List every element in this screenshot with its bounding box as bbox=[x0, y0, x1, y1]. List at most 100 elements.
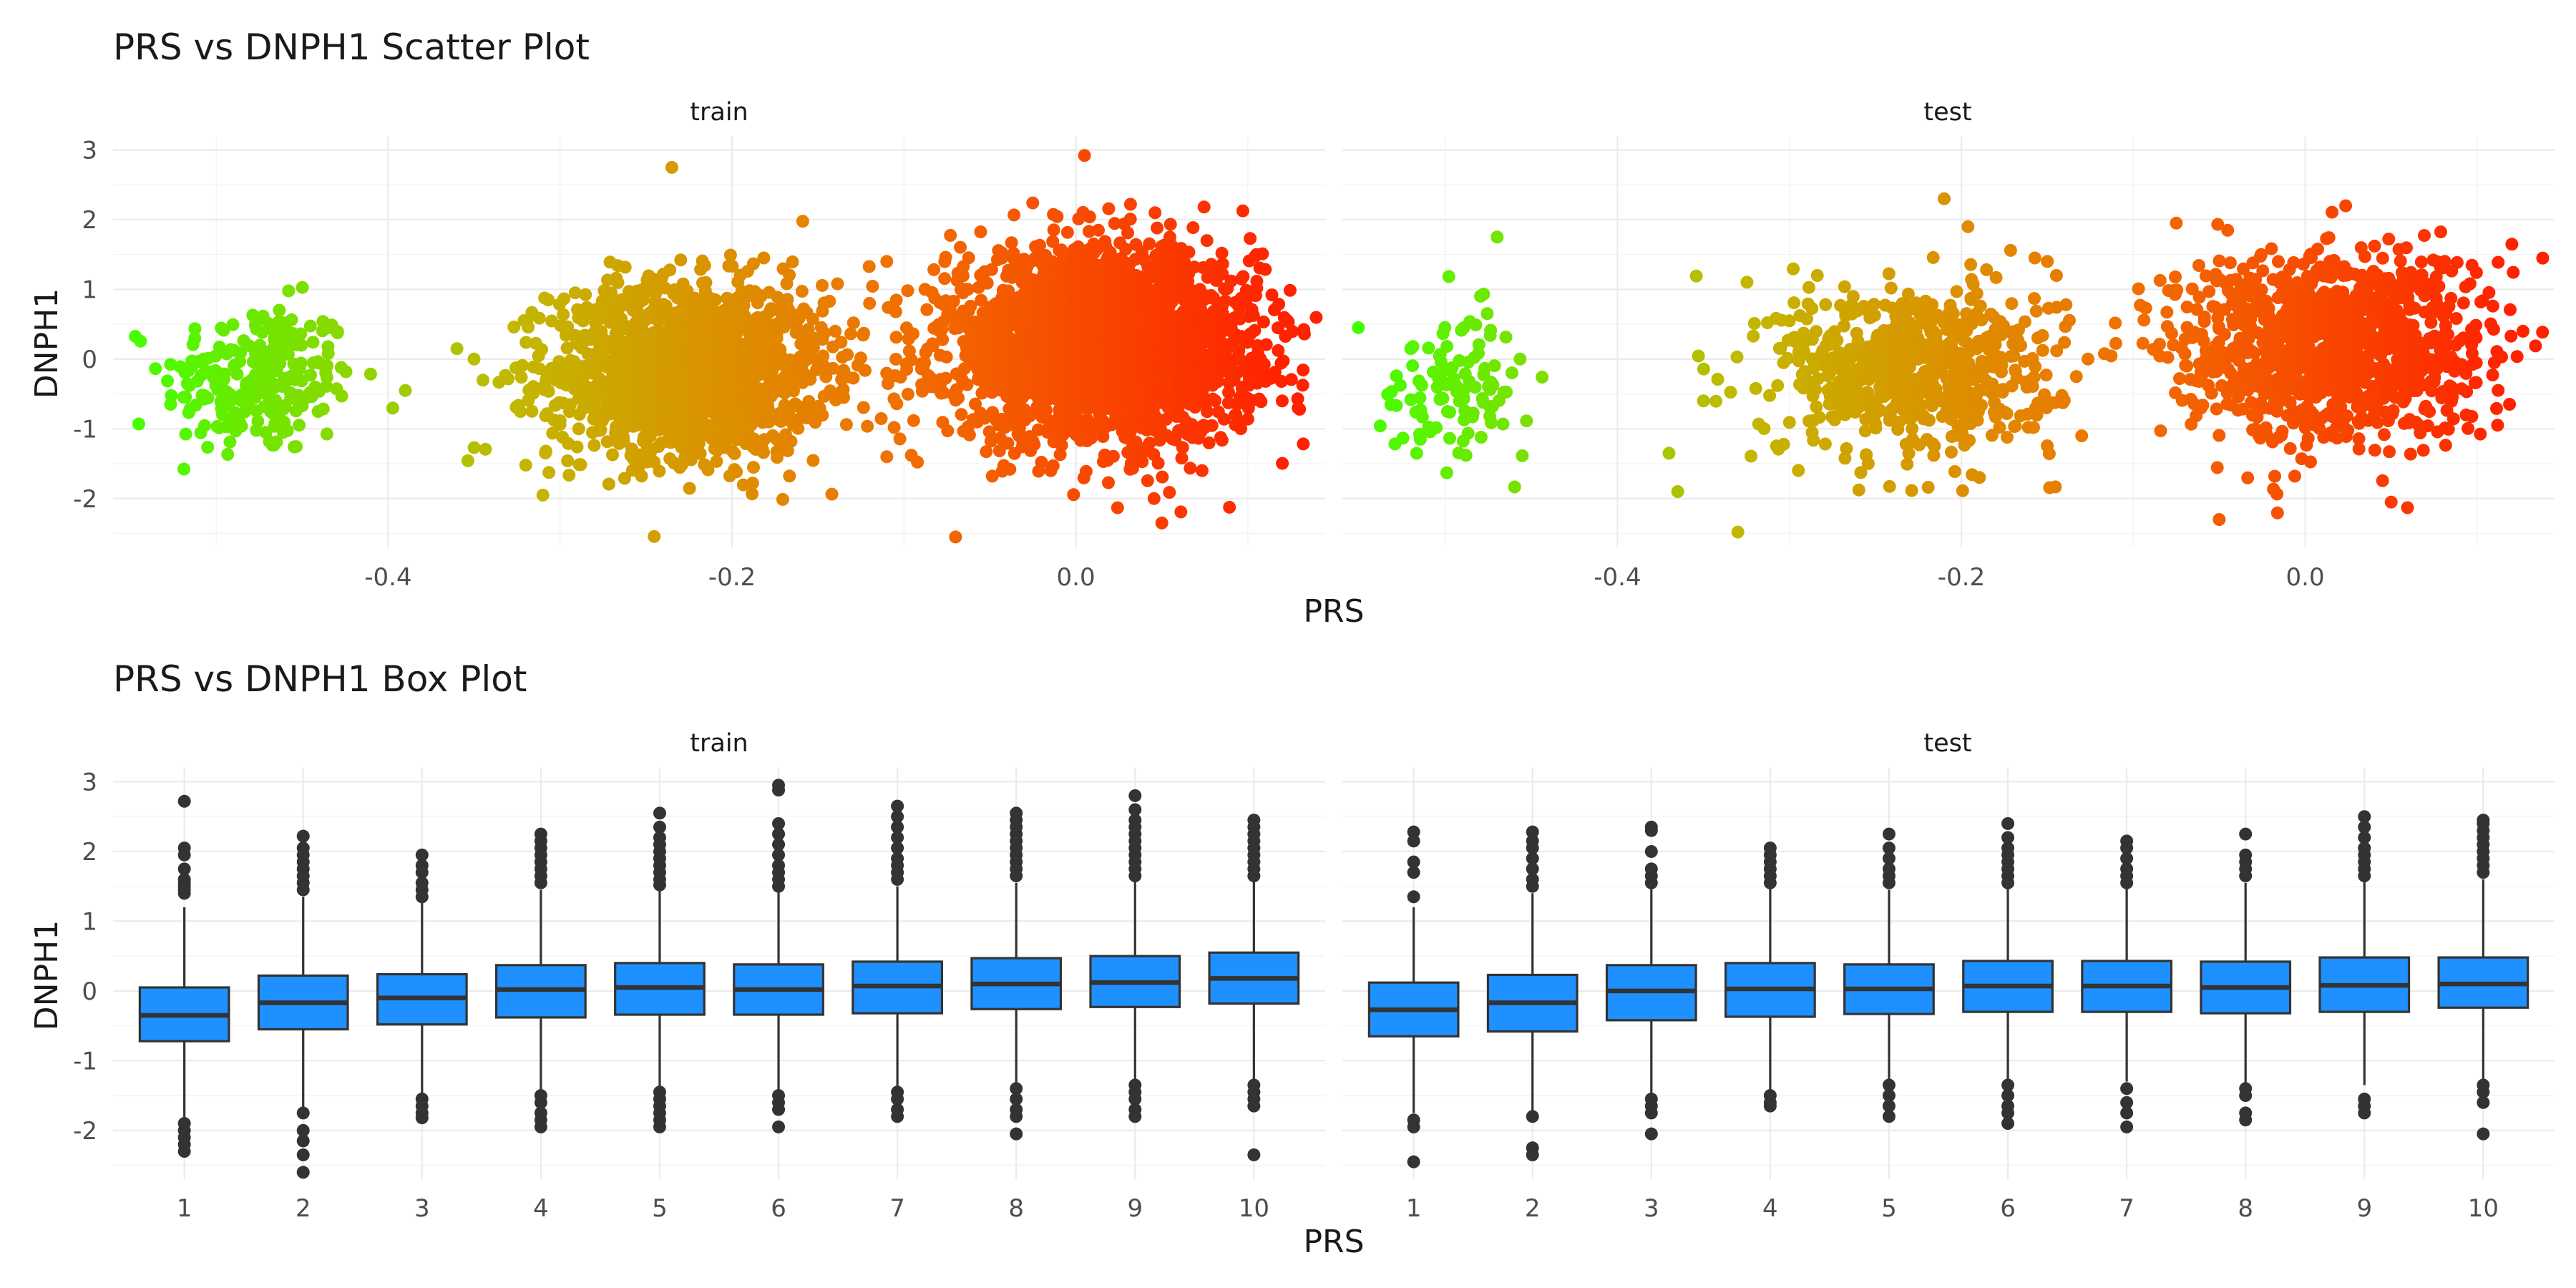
scatter-point bbox=[637, 288, 650, 301]
scatter-point bbox=[1236, 204, 1249, 218]
scatter-point bbox=[1749, 381, 1762, 395]
scatter-point bbox=[1956, 484, 1969, 497]
scatter-point bbox=[1047, 223, 1060, 237]
scatter-point bbox=[730, 465, 743, 479]
scatter-point bbox=[542, 466, 556, 479]
scatter-point bbox=[399, 384, 412, 397]
scatter-point bbox=[1277, 354, 1290, 368]
scatter-point bbox=[303, 319, 317, 333]
scatter-point bbox=[306, 336, 320, 349]
scatter-point bbox=[1440, 340, 1454, 353]
scatter-point bbox=[847, 371, 860, 385]
scatter-point bbox=[1902, 447, 1916, 460]
scatter-point bbox=[1747, 317, 1761, 330]
scatter-point bbox=[546, 426, 560, 440]
scatter-point bbox=[600, 334, 613, 348]
scatter-point bbox=[1459, 449, 1473, 462]
scatter-point bbox=[557, 308, 570, 321]
scatter-point bbox=[1745, 449, 1758, 463]
scatter-point bbox=[1176, 441, 1189, 454]
scatter-point bbox=[1123, 213, 1137, 226]
scatter-point bbox=[887, 421, 901, 434]
scatter-point bbox=[1141, 474, 1154, 487]
scatter-point bbox=[1415, 379, 1428, 392]
scatter-point bbox=[841, 348, 854, 361]
scatter-point bbox=[1692, 349, 1705, 363]
scatter-point bbox=[1256, 247, 1269, 260]
scatter-point bbox=[784, 434, 798, 448]
scatter-point bbox=[1468, 381, 1482, 394]
scatter-point bbox=[1184, 462, 1197, 475]
scatter-point bbox=[1443, 431, 1456, 445]
scatter-point bbox=[1883, 479, 1896, 493]
scatter-point bbox=[535, 343, 548, 356]
scatter-point bbox=[1813, 411, 1826, 424]
scatter-point bbox=[1216, 257, 1229, 270]
scatter-point bbox=[1284, 373, 1298, 386]
scatter-point bbox=[1272, 298, 1286, 311]
scatter-point bbox=[525, 404, 539, 418]
scatter-point bbox=[561, 454, 575, 467]
scatter-point bbox=[683, 482, 696, 495]
scatter-point bbox=[862, 260, 876, 273]
scatter-point bbox=[217, 323, 230, 337]
scatter-point bbox=[1840, 441, 1853, 455]
scatter-point bbox=[1496, 417, 1510, 431]
scatter-point bbox=[321, 359, 334, 373]
scatter-point bbox=[273, 356, 287, 370]
scatter-point bbox=[1197, 200, 1211, 214]
scatter-point bbox=[1809, 383, 1823, 396]
scatter-point bbox=[1787, 262, 1800, 275]
scatter-point bbox=[587, 439, 601, 452]
scatter-point bbox=[1186, 221, 1200, 235]
scatter-point bbox=[1973, 471, 1986, 484]
scatter-point bbox=[1443, 405, 1456, 419]
scatter-point bbox=[1926, 250, 1940, 264]
scatter-point bbox=[1777, 437, 1790, 451]
scatter-point bbox=[1201, 405, 1214, 419]
scatter-point bbox=[507, 321, 521, 333]
scatter-point bbox=[1151, 457, 1165, 470]
scatter-panel-test-label: test bbox=[1923, 98, 1971, 127]
scatter-point bbox=[294, 327, 308, 341]
scatter-point bbox=[1396, 431, 1410, 445]
scatter-point bbox=[1163, 486, 1176, 499]
scatter-point bbox=[907, 414, 920, 427]
scatter-point bbox=[304, 369, 317, 382]
scatter-point bbox=[1989, 270, 2003, 284]
scatter-point bbox=[1394, 379, 1407, 392]
scatter-point bbox=[1060, 225, 1074, 239]
scatter-point bbox=[296, 280, 309, 294]
scatter-point bbox=[1869, 421, 1883, 435]
scatter-point bbox=[837, 391, 850, 404]
scatter-point bbox=[502, 372, 515, 386]
scatter-point bbox=[1488, 359, 1501, 373]
scatter-point bbox=[1782, 416, 1796, 429]
scatter-point bbox=[776, 492, 789, 506]
scatter-point bbox=[783, 268, 796, 282]
scatter-point bbox=[1505, 366, 1518, 380]
scatter-point bbox=[1802, 280, 1815, 294]
scatter-point bbox=[961, 283, 975, 296]
scatter-point bbox=[516, 358, 530, 372]
scatter-point bbox=[889, 305, 902, 318]
scatter-point bbox=[1466, 406, 1480, 420]
scatter-point bbox=[577, 402, 590, 416]
scatter-point bbox=[321, 346, 335, 360]
scatter-point bbox=[1970, 287, 1984, 301]
scatter-point bbox=[863, 296, 877, 310]
scatter-point bbox=[757, 446, 770, 459]
scatter-point bbox=[519, 336, 533, 349]
scatter-point bbox=[1050, 210, 1064, 223]
scatter-point bbox=[911, 455, 924, 469]
scatter-point bbox=[293, 419, 306, 432]
scatter-point bbox=[1352, 321, 1365, 334]
scatter-point bbox=[728, 447, 741, 460]
scatter-point bbox=[461, 454, 474, 467]
scatter-point bbox=[221, 448, 235, 461]
scatter-x-tick-label: 0.0 bbox=[1057, 563, 1096, 592]
scatter-point bbox=[880, 450, 894, 464]
scatter-point bbox=[164, 358, 177, 371]
scatter-point bbox=[1286, 325, 1299, 338]
